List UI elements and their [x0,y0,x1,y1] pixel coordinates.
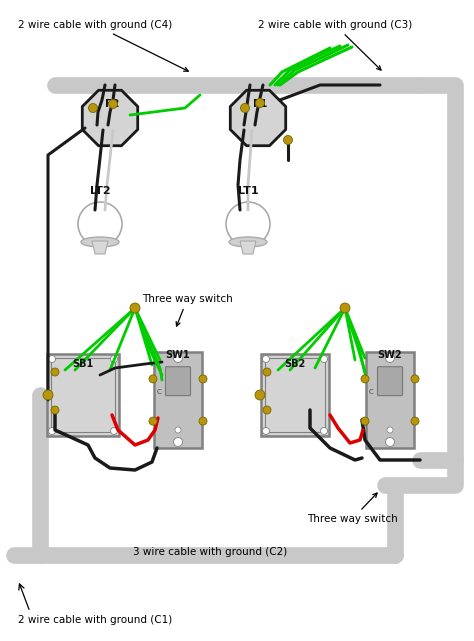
Text: C: C [157,389,162,395]
Circle shape [43,390,53,400]
Circle shape [411,417,419,425]
FancyBboxPatch shape [154,352,202,448]
Circle shape [48,356,55,363]
Text: LT1: LT1 [237,186,258,196]
Text: C: C [369,389,374,395]
FancyBboxPatch shape [377,367,402,395]
Text: Three way switch: Three way switch [142,294,233,326]
Circle shape [283,135,292,144]
Circle shape [149,375,157,383]
Text: F1: F1 [253,99,267,109]
Text: SW1: SW1 [166,350,191,360]
Circle shape [320,428,328,435]
Circle shape [255,390,265,400]
Circle shape [385,438,394,447]
Circle shape [361,417,369,425]
Ellipse shape [81,237,119,247]
Text: SB2: SB2 [284,359,306,369]
Circle shape [411,375,419,383]
Circle shape [240,103,249,113]
Text: 2 wire cable with ground (C3): 2 wire cable with ground (C3) [258,20,412,70]
Text: LT2: LT2 [90,186,110,196]
Text: Three way switch: Three way switch [307,493,398,524]
Circle shape [263,406,271,414]
Text: SB1: SB1 [73,359,94,369]
Polygon shape [230,90,286,146]
Polygon shape [92,241,108,254]
Circle shape [199,375,207,383]
Circle shape [51,368,59,376]
Circle shape [51,406,59,414]
Circle shape [149,417,157,425]
Polygon shape [82,90,138,146]
FancyBboxPatch shape [165,367,191,395]
Circle shape [255,99,264,108]
Text: F2: F2 [105,99,119,109]
Text: SW2: SW2 [378,350,402,360]
Circle shape [387,427,393,433]
Circle shape [48,428,55,435]
Circle shape [199,417,207,425]
Circle shape [263,428,270,435]
Circle shape [173,353,182,363]
Circle shape [173,438,182,447]
Circle shape [385,353,394,363]
FancyBboxPatch shape [47,354,119,436]
Polygon shape [240,241,256,254]
Circle shape [263,368,271,376]
Circle shape [340,303,350,313]
Circle shape [110,428,118,435]
Circle shape [78,202,122,246]
Circle shape [109,99,118,108]
Circle shape [263,356,270,363]
Circle shape [175,427,181,433]
FancyBboxPatch shape [261,354,329,436]
Ellipse shape [229,237,267,247]
Text: 2 wire cable with ground (C4): 2 wire cable with ground (C4) [18,20,188,71]
Circle shape [361,375,369,383]
Circle shape [226,202,270,246]
Circle shape [110,356,118,363]
Circle shape [130,303,140,313]
Text: 2 wire cable with ground (C1): 2 wire cable with ground (C1) [18,615,172,625]
Text: 3 wire cable with ground (C2): 3 wire cable with ground (C2) [133,547,287,557]
Circle shape [89,103,98,113]
FancyBboxPatch shape [366,352,414,448]
Circle shape [320,356,328,363]
